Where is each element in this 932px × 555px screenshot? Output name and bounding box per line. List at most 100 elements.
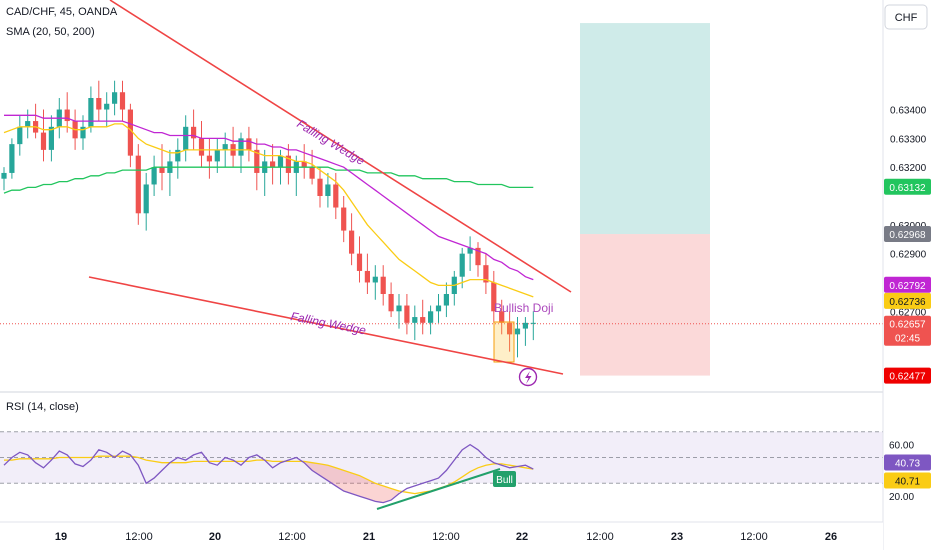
rsi-tick-label: 60.00 bbox=[889, 441, 914, 452]
candle-up bbox=[530, 322, 536, 324]
candle-down bbox=[483, 265, 489, 283]
candle-up bbox=[143, 184, 149, 214]
candle-up bbox=[1, 172, 7, 179]
candle-up bbox=[17, 126, 23, 145]
candle-series bbox=[1, 80, 536, 358]
candle-down bbox=[206, 155, 212, 162]
lightning-icon[interactable] bbox=[518, 367, 538, 387]
sma20-line bbox=[3, 123, 534, 298]
candle-down bbox=[198, 138, 205, 156]
price-tick-label: 0.63400 bbox=[890, 106, 927, 117]
candle-down bbox=[64, 109, 70, 122]
bull-signal-label: Bull bbox=[496, 475, 513, 486]
time-tick-label: 26 bbox=[825, 531, 837, 543]
candle-up bbox=[428, 311, 434, 323]
candle-up bbox=[151, 167, 157, 185]
take-profit-zone[interactable] bbox=[580, 23, 710, 235]
time-tick-label: 12:00 bbox=[278, 531, 306, 543]
rsi-axis-labels: 40.73 40.71 bbox=[884, 454, 931, 489]
time-axis[interactable] bbox=[0, 522, 883, 550]
candle-down bbox=[159, 167, 165, 173]
time-tick-label: 22 bbox=[516, 531, 528, 543]
candle-down bbox=[491, 282, 497, 312]
time-tick-label: 12:00 bbox=[740, 531, 768, 543]
rsi-line bbox=[3, 443, 534, 504]
time-tick-label: 12:00 bbox=[432, 531, 460, 543]
candle-down bbox=[364, 270, 370, 283]
price-label-text: 0.62968 bbox=[889, 230, 926, 241]
candle-down bbox=[127, 109, 133, 156]
candle-down bbox=[135, 155, 141, 214]
candle-up bbox=[325, 184, 331, 196]
candle-down bbox=[191, 126, 197, 139]
candle-up bbox=[522, 322, 528, 329]
currency-button[interactable]: CHF bbox=[884, 4, 928, 30]
candle-down bbox=[301, 161, 307, 168]
sma-lines bbox=[3, 114, 534, 298]
candle-up bbox=[175, 149, 181, 162]
candle-down bbox=[499, 311, 505, 323]
sma200-line bbox=[3, 166, 534, 194]
sma-legend[interactable]: SMA (20, 50, 200) bbox=[6, 26, 95, 38]
candle-up bbox=[372, 276, 378, 283]
candle-up bbox=[112, 92, 118, 104]
bull-signal-badge[interactable]: Bull bbox=[493, 471, 516, 487]
candle-down bbox=[475, 247, 481, 266]
rsi-legend[interactable]: RSI (14, close) bbox=[6, 401, 79, 413]
candle-down bbox=[349, 230, 355, 254]
rsi-divergence-line[interactable] bbox=[376, 468, 501, 510]
doji-highlight-box[interactable] bbox=[493, 321, 515, 363]
rsi-value-box bbox=[884, 454, 931, 471]
price-label-box bbox=[884, 315, 931, 346]
price-label-box bbox=[884, 276, 931, 293]
doji-label: Bullish Doji bbox=[494, 301, 553, 315]
candle-down bbox=[341, 207, 347, 231]
candle-up bbox=[214, 149, 220, 162]
candle-down bbox=[254, 149, 260, 173]
candle-up bbox=[459, 253, 465, 277]
candle-down bbox=[270, 161, 276, 168]
price-label-text: 0.62657 bbox=[889, 320, 926, 331]
price-axis-labels: 0.63132 0.62968 0.62792 0.62736 0.62657 02:45… bbox=[884, 178, 931, 384]
candle-up bbox=[396, 305, 402, 312]
time-axis-ticks: 19 12:00 20 12:00 21 12:00 22 12:00 23 12:00 26 bbox=[55, 531, 837, 543]
candle-up bbox=[48, 126, 54, 150]
rsi-oversold-fill bbox=[304, 461, 399, 503]
price-tick-label: 0.62900 bbox=[890, 250, 927, 261]
candle-up bbox=[104, 103, 110, 110]
chart-header-symbol[interactable]: CAD/CHF, 45, OANDA bbox=[6, 6, 118, 18]
candle-up bbox=[412, 317, 418, 323]
time-tick-label: 21 bbox=[363, 531, 375, 543]
price-tick-label: 0.63200 bbox=[890, 163, 927, 174]
wedge-lower-trendline[interactable] bbox=[88, 276, 564, 375]
rsi-value-text: 40.71 bbox=[895, 476, 920, 487]
candle-up bbox=[183, 126, 189, 150]
currency-label: CHF bbox=[895, 12, 918, 24]
price-label-box bbox=[884, 292, 931, 309]
price-label-text: 0.62792 bbox=[889, 281, 926, 292]
candle-down bbox=[96, 98, 102, 110]
candle-down bbox=[388, 294, 394, 312]
candle-up bbox=[80, 126, 86, 139]
candle-up bbox=[222, 144, 228, 150]
candle-down bbox=[380, 276, 386, 294]
countdown-label: 02:45 bbox=[895, 334, 920, 345]
time-tick-label: 23 bbox=[671, 531, 683, 543]
candle-down bbox=[356, 253, 363, 271]
stop-loss-zone[interactable] bbox=[580, 234, 710, 376]
candle-up bbox=[277, 155, 284, 168]
candle-up bbox=[514, 328, 521, 335]
candle-up bbox=[238, 138, 244, 156]
wedge-upper-trendline[interactable] bbox=[109, 0, 572, 293]
price-label-box bbox=[884, 178, 931, 195]
price-tick-label: 0.62700 bbox=[890, 307, 927, 318]
time-tick-label: 19 bbox=[55, 531, 67, 543]
candle-up bbox=[88, 98, 94, 127]
rsi-tick-label: 20.00 bbox=[889, 492, 914, 503]
candle-down bbox=[246, 138, 252, 150]
candle-up bbox=[9, 144, 15, 173]
candle-down bbox=[40, 132, 47, 150]
time-tick-label: 12:00 bbox=[586, 531, 614, 543]
candle-down bbox=[507, 322, 513, 335]
